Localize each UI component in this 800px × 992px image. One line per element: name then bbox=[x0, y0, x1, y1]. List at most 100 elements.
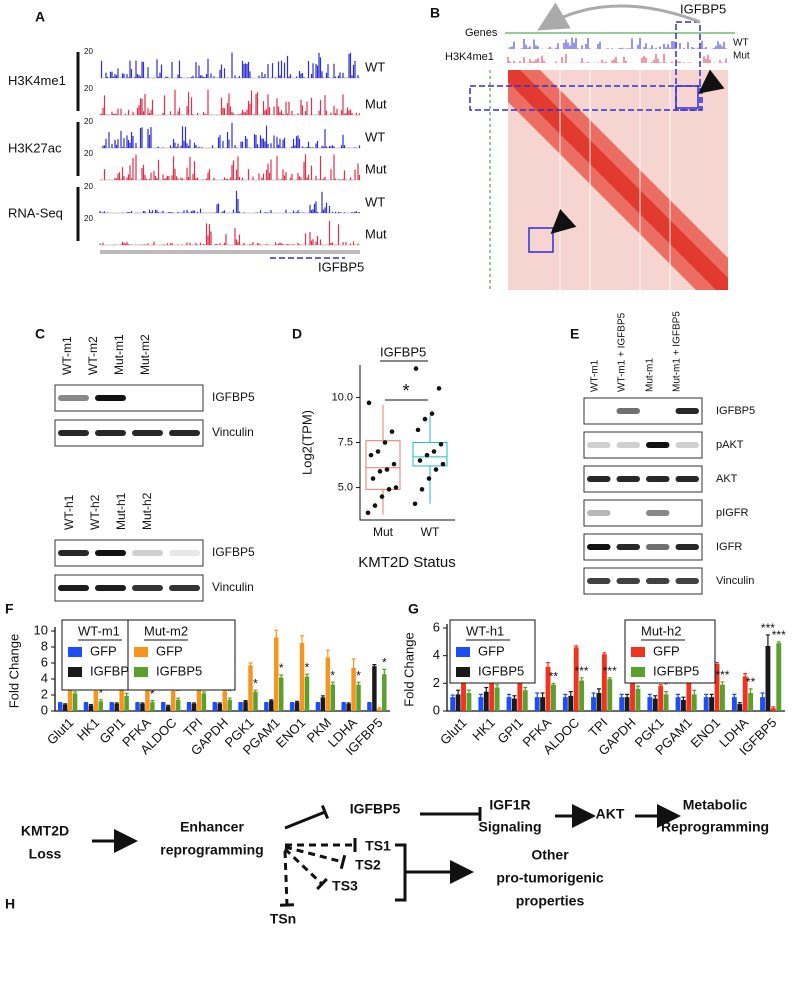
error-bar bbox=[264, 702, 269, 704]
gene-label: IGFBP5 bbox=[318, 259, 364, 274]
error-bar bbox=[217, 702, 222, 705]
panel-label: D bbox=[292, 326, 302, 342]
point bbox=[419, 487, 425, 492]
error-bar bbox=[563, 693, 568, 700]
significance: * bbox=[330, 668, 335, 682]
error-bar bbox=[720, 681, 725, 688]
chart-title: IGFBP5 bbox=[380, 344, 426, 359]
bar bbox=[709, 697, 715, 711]
lane-label: WT-h1 bbox=[62, 494, 76, 530]
bar bbox=[382, 674, 387, 711]
diagram-node: TS1 bbox=[365, 838, 391, 854]
bar bbox=[294, 702, 300, 711]
point bbox=[424, 452, 430, 458]
significance: * bbox=[664, 678, 669, 692]
blot-band bbox=[646, 510, 670, 516]
row-label: AKT bbox=[716, 473, 738, 485]
error-bar bbox=[351, 658, 356, 677]
error-bar bbox=[568, 691, 573, 700]
y-axis-label: Fold Change bbox=[6, 634, 21, 708]
y-axis-label: Fold Change bbox=[401, 632, 416, 706]
bar bbox=[320, 697, 326, 711]
gene-label: IGFBP5 bbox=[680, 1, 726, 16]
error-bar bbox=[269, 699, 274, 702]
point bbox=[389, 429, 395, 434]
bar bbox=[278, 677, 284, 711]
inhibit bbox=[284, 810, 326, 830]
track-signal bbox=[99, 89, 361, 115]
y-tick-label: 7.5 bbox=[338, 436, 353, 448]
point bbox=[393, 485, 399, 490]
track-signal bbox=[99, 190, 361, 213]
lane-label: Mut-m2 bbox=[138, 334, 152, 375]
error-bar bbox=[150, 700, 155, 704]
point bbox=[372, 503, 378, 508]
bar bbox=[512, 698, 517, 711]
bar bbox=[551, 684, 556, 711]
diagram-node: Signaling bbox=[479, 819, 542, 835]
bar bbox=[315, 703, 321, 711]
bar bbox=[217, 703, 223, 711]
error-bar bbox=[325, 649, 330, 665]
hic-arrow bbox=[537, 2, 701, 31]
error-bar bbox=[238, 702, 243, 704]
y-tick-label: 0 bbox=[433, 702, 440, 717]
bar bbox=[269, 700, 274, 711]
hic-dashed bbox=[469, 85, 703, 111]
bar bbox=[346, 703, 351, 711]
bar bbox=[135, 703, 140, 711]
blot-band bbox=[58, 585, 89, 591]
error-bar bbox=[658, 684, 663, 688]
bar bbox=[675, 697, 681, 711]
track-sample: WT bbox=[365, 129, 385, 144]
panel-label: C bbox=[35, 326, 45, 342]
blot-band bbox=[616, 442, 640, 448]
bar bbox=[119, 685, 124, 711]
significance: * bbox=[253, 676, 258, 690]
significance: * bbox=[150, 687, 155, 701]
blot-band bbox=[646, 442, 670, 448]
bar bbox=[478, 697, 484, 711]
track-signal bbox=[99, 154, 361, 180]
blot-band bbox=[587, 442, 611, 448]
track-signal bbox=[99, 122, 361, 148]
row-label: IGFBP5 bbox=[212, 390, 255, 404]
significance: *** bbox=[575, 664, 589, 678]
panel-label: G bbox=[408, 601, 419, 617]
bar bbox=[624, 697, 630, 711]
box bbox=[365, 440, 401, 490]
error-bar bbox=[192, 702, 197, 705]
blot-band bbox=[616, 476, 640, 482]
x-tick-label: HK1 bbox=[74, 715, 102, 743]
inhibit-bar bbox=[279, 903, 295, 907]
bar bbox=[635, 688, 641, 711]
x-tick-label: ENO1 bbox=[273, 715, 309, 751]
bar bbox=[253, 691, 258, 711]
legend-label: GFP bbox=[478, 643, 505, 658]
row-label: pIGFR bbox=[716, 507, 748, 519]
bar bbox=[742, 676, 748, 711]
lane-label: Mut-m1 + IGFBP5 bbox=[672, 311, 683, 392]
hic-wt-track bbox=[507, 37, 727, 49]
legend-swatch bbox=[134, 667, 148, 677]
hic-diagonal-core bbox=[508, 70, 728, 290]
x-tick-label: ENO1 bbox=[687, 715, 723, 751]
bar bbox=[686, 681, 692, 711]
point bbox=[426, 476, 432, 481]
blot-band bbox=[587, 544, 611, 550]
error-bar bbox=[619, 693, 624, 700]
legend-title: Mut-h2 bbox=[641, 623, 681, 638]
error-bar bbox=[512, 695, 517, 702]
blot-band bbox=[58, 430, 89, 436]
track-label: Genes bbox=[465, 27, 498, 39]
row-label: Vinculin bbox=[212, 425, 254, 439]
legend-title: Mut-m2 bbox=[144, 623, 188, 638]
blot-band bbox=[675, 544, 699, 550]
bar bbox=[522, 690, 528, 711]
bar bbox=[145, 684, 150, 711]
error-bar bbox=[109, 702, 114, 704]
error-bar bbox=[330, 681, 335, 687]
legend-swatch bbox=[631, 647, 645, 657]
track-sample: Mut bbox=[365, 96, 387, 111]
point bbox=[433, 467, 439, 472]
